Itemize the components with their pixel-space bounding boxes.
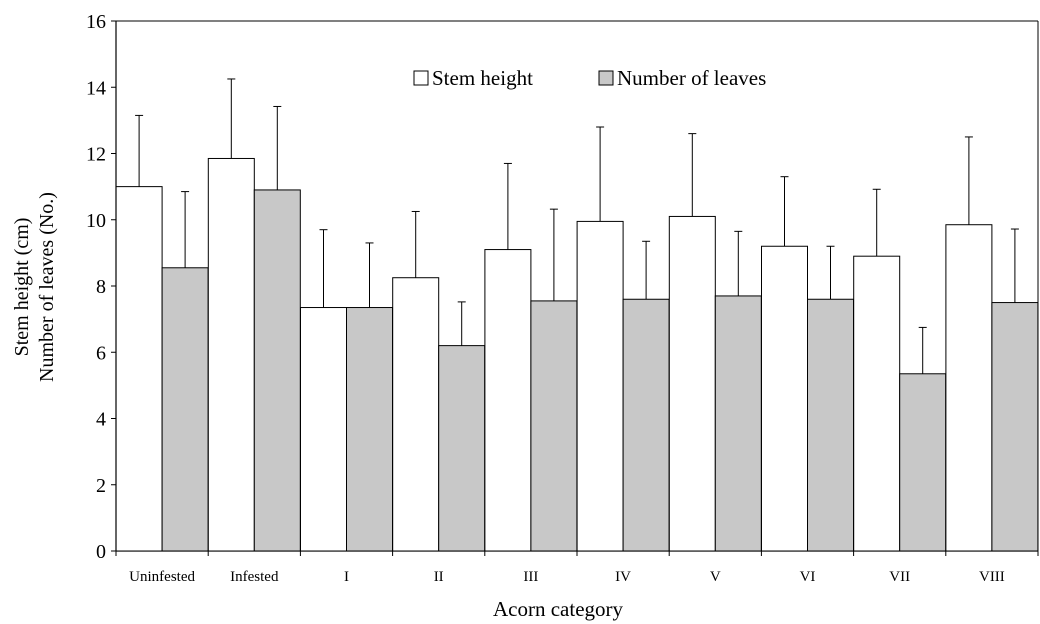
y-tick-label: 12: [86, 144, 106, 166]
bar-number-of-leaves: [438, 345, 486, 552]
y-tick-label: 16: [86, 11, 106, 33]
legend: Stem height Number of leaves: [413, 66, 766, 90]
x-tick-label: Uninfested: [129, 569, 195, 585]
bar-number-of-leaves: [161, 267, 209, 552]
bar-number-of-leaves: [530, 300, 578, 552]
x-tick-label: V: [710, 569, 721, 585]
y-tick-label: 14: [86, 77, 106, 99]
y-axis-title-line-1: Stem height (cm): [11, 218, 33, 357]
legend-swatch-stem-height: [413, 70, 429, 86]
bar-stem-height: [761, 245, 808, 552]
bar-stem-height: [300, 307, 347, 552]
error-bars: [135, 78, 1019, 374]
y-tick-label: 4: [96, 409, 106, 431]
bar-number-of-leaves: [991, 302, 1039, 552]
bar-number-of-leaves: [253, 189, 301, 552]
bar-number-of-leaves: [807, 298, 854, 552]
bar-stem-height: [484, 249, 532, 552]
y-tick-label: 0: [96, 541, 106, 563]
bar-stem-height: [668, 215, 716, 552]
x-tick-label: IV: [615, 569, 631, 585]
y-tick-label: 10: [86, 210, 106, 232]
legend-label-number-of-leaves: Number of leaves: [617, 66, 766, 90]
bar-number-of-leaves: [899, 373, 947, 552]
bar-number-of-leaves: [346, 307, 393, 552]
bar-stem-height: [115, 186, 163, 552]
x-tick-label: I: [344, 569, 349, 585]
x-tick-label: VIII: [979, 569, 1005, 585]
bar-stem-height: [853, 255, 901, 552]
y-tick-label: 2: [96, 475, 106, 497]
bar-number-of-leaves: [622, 298, 670, 552]
bar-stem-height: [945, 224, 993, 552]
bar-stem-height: [207, 157, 255, 552]
bar-stem-height: [392, 277, 440, 552]
y-axis-title-line-2: Number of leaves (No.): [36, 192, 58, 382]
y-tick-label: 8: [96, 276, 106, 298]
bars: [115, 157, 1039, 552]
y-tick-label: 6: [96, 342, 106, 364]
legend-label-stem-height: Stem height: [432, 66, 533, 90]
bar-stem-height: [576, 220, 624, 552]
x-tick-label: Infested: [230, 569, 279, 585]
x-tick-label: III: [523, 569, 538, 585]
bar-number-of-leaves: [714, 295, 762, 552]
x-axis-title: Acorn category: [493, 597, 624, 621]
legend-swatch-number-of-leaves: [598, 70, 614, 86]
x-tick-label: VII: [889, 569, 910, 585]
x-tick-label: VI: [800, 569, 816, 585]
x-tick-label: II: [434, 569, 444, 585]
